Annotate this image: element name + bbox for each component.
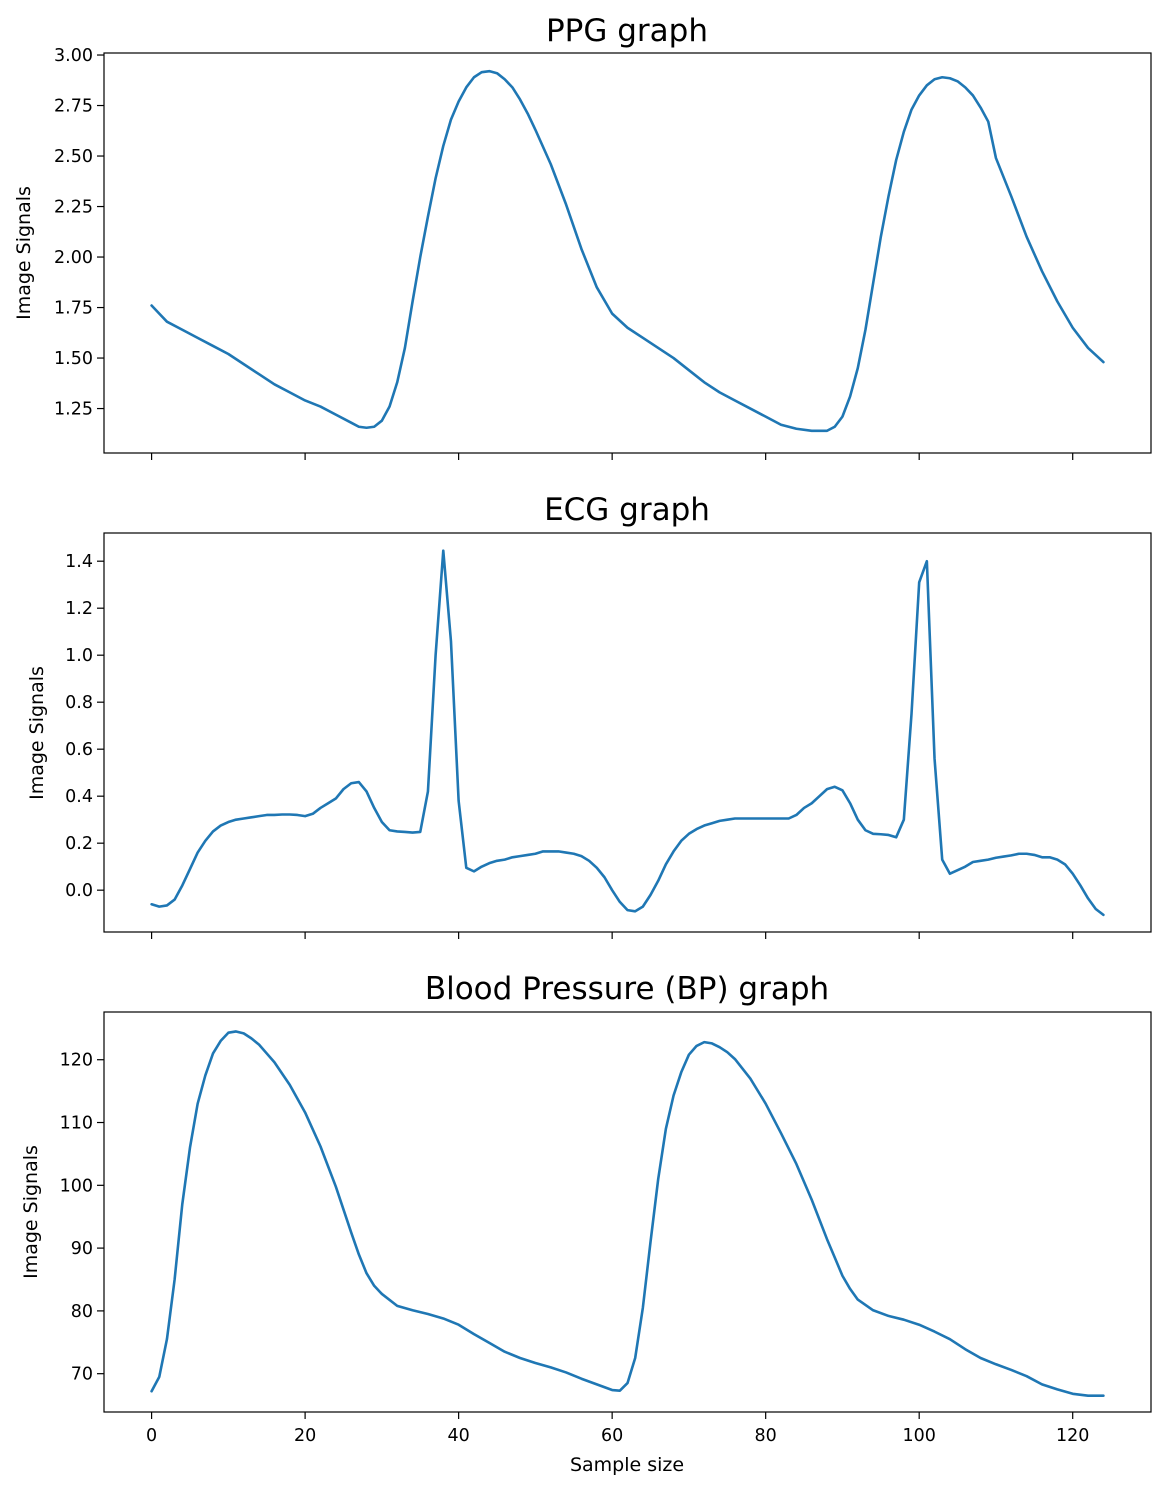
bp-axes-frame [103, 1011, 1152, 1413]
ppg-axes-frame [103, 52, 1152, 454]
ppg-y-tick-label: 2.50 [54, 147, 93, 167]
bp-x-tick-label: 0 [146, 1426, 157, 1446]
ppg-y-tick-label: 1.75 [54, 299, 93, 319]
bp-y-tick-label: 70 [71, 1365, 93, 1385]
ppg-y-tick-label: 1.50 [54, 349, 93, 369]
ecg-y-tick-label: 0.4 [65, 787, 93, 807]
bp-x-tick-label: 100 [902, 1426, 935, 1446]
ecg-title: ECG graph [544, 492, 710, 528]
ecg-series-line [150, 549, 1105, 917]
bp-title: Blood Pressure (BP) graph [425, 971, 829, 1007]
ecg-axes-frame [103, 532, 1152, 933]
bp-x-tick-label: 20 [294, 1426, 316, 1446]
ecg-y-tick-label: 1.0 [65, 646, 93, 666]
ppg-panel: PPG graph Image Signals 1.25 1.50 1.75 2.00… [13, 13, 1152, 460]
ecg-y-tick-label: 0.8 [65, 693, 93, 713]
bp-series-line [150, 1030, 1105, 1397]
ppg-title: PPG graph [546, 13, 708, 49]
ecg-y-axis-label: Image Signals [26, 666, 48, 800]
ecg-plot-area: 0.0 0.2 0.4 0.6 0.8 1.0 1.2 1.4 [65, 549, 1105, 939]
ecg-y-tick-label: 1.2 [65, 599, 93, 619]
bp-y-tick-label: 80 [71, 1302, 93, 1322]
bp-x-tick-label: 120 [1056, 1426, 1089, 1446]
ppg-y-tick-label: 2.75 [54, 97, 93, 117]
bp-y-tick-label: 110 [60, 1114, 93, 1134]
ppg-series-line [150, 69, 1105, 433]
ppg-y-tick-label: 2.00 [54, 248, 93, 268]
bp-y-tick-label: 90 [71, 1239, 93, 1259]
ppg-y-tick-label: 2.25 [54, 198, 93, 218]
ppg-y-tick-label: 3.00 [54, 46, 93, 66]
bp-y-tick-label: 120 [60, 1051, 93, 1071]
bp-panel: Blood Pressure (BP) graph Image Signals … [20, 971, 1152, 1476]
ppg-y-axis-label: Image Signals [13, 186, 35, 320]
ecg-y-tick-label: 0.6 [65, 740, 93, 760]
ecg-panel: ECG graph Image Signals 0.0 0.2 0.4 0.6 0.8 1… [26, 492, 1152, 939]
bp-plot-area: 70 80 90 100 110 120 0 20 40 60 80 100 120 [60, 1030, 1105, 1446]
bp-x-tick-label: 40 [447, 1426, 469, 1446]
bp-y-tick-label: 100 [60, 1176, 93, 1196]
bp-x-tick-label: 60 [601, 1426, 623, 1446]
ecg-y-tick-label: 1.4 [65, 552, 93, 572]
bp-y-axis-label: Image Signals [20, 1145, 42, 1279]
bp-x-tick-label: 80 [755, 1426, 777, 1446]
ppg-plot-area: 1.25 1.50 1.75 2.00 2.25 2.50 2.75 3.00 [54, 46, 1105, 460]
ecg-y-tick-label: 0.2 [65, 834, 93, 854]
ecg-y-tick-label: 0.0 [65, 881, 93, 901]
bp-x-axis-label: Sample size [570, 1454, 684, 1476]
ppg-y-tick-label: 1.25 [54, 400, 93, 420]
